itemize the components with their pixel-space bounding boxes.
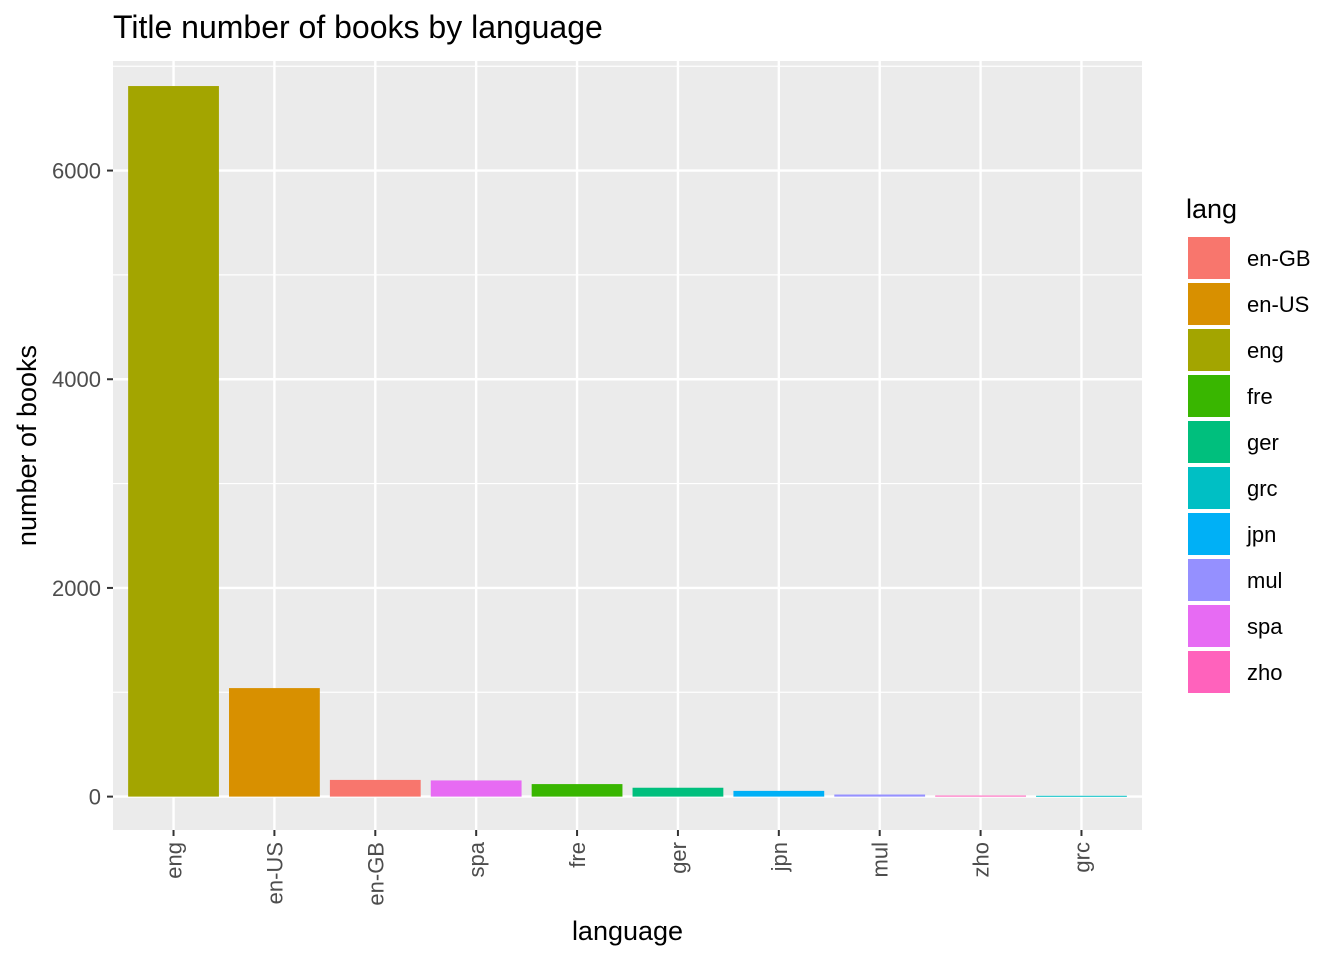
legend-label: fre	[1247, 384, 1273, 409]
legend-key-grc	[1186, 465, 1232, 511]
legend-label: mul	[1247, 568, 1282, 593]
y-tick-label: 6000	[52, 159, 101, 184]
legend-key-ger	[1186, 419, 1232, 465]
legend-title: lang	[1186, 194, 1237, 224]
bar-jpn	[733, 790, 825, 797]
x-tick-label: ger	[666, 842, 691, 874]
bar-spa	[430, 780, 522, 797]
legend-label: grc	[1247, 476, 1278, 501]
legend-label: en-US	[1247, 292, 1309, 317]
x-tick-label: fre	[565, 842, 590, 868]
bars	[128, 86, 1127, 797]
y-tick-label: 4000	[52, 367, 101, 392]
x-tick-label: spa	[464, 841, 489, 877]
y-axis: 0 2000 4000 6000	[52, 159, 113, 810]
legend-key-jpn	[1186, 511, 1232, 557]
legend-label: zho	[1247, 660, 1282, 685]
chart-title: Title number of books by language	[113, 9, 603, 45]
legend-key-mul	[1186, 557, 1232, 603]
x-tick-label: zho	[969, 842, 994, 877]
bar-eng	[128, 86, 219, 797]
bar-fre	[531, 784, 623, 797]
legend-key-eng	[1186, 327, 1232, 373]
legend-label: eng	[1247, 338, 1284, 363]
legend-key-zho	[1186, 649, 1232, 695]
x-axis-title: language	[572, 916, 683, 946]
bar-mul	[834, 794, 926, 797]
legend-key-spa	[1186, 603, 1232, 649]
bar-ger	[632, 787, 724, 797]
y-axis-title: number of books	[12, 345, 42, 546]
legend: lang en-GB en-US eng fre ger grc jpn mul spa zho	[1186, 194, 1311, 695]
x-tick-label: en-GB	[363, 842, 388, 906]
y-tick-label: 2000	[52, 576, 101, 601]
bar-zho	[935, 795, 1026, 797]
x-tick-label: grc	[1069, 842, 1094, 873]
x-tick-label: eng	[162, 842, 187, 879]
legend-label: jpn	[1246, 522, 1276, 547]
bar-en-US	[229, 688, 320, 797]
legend-label: en-GB	[1247, 246, 1311, 271]
bar-grc	[1036, 795, 1127, 797]
x-tick-label: mul	[868, 842, 893, 877]
legend-key-en-US	[1186, 281, 1232, 327]
bar-en-GB	[329, 779, 421, 797]
legend-key-fre	[1186, 373, 1232, 419]
legend-label: ger	[1247, 430, 1279, 455]
y-tick-label: 0	[89, 785, 101, 810]
legend-label: spa	[1247, 614, 1283, 639]
x-tick-label: en-US	[262, 842, 287, 904]
x-axis: eng en-US en-GB spa fre ger jpn mul zho grc	[162, 830, 1094, 906]
x-tick-label: jpn	[767, 842, 792, 872]
legend-key-en-GB	[1186, 235, 1232, 281]
